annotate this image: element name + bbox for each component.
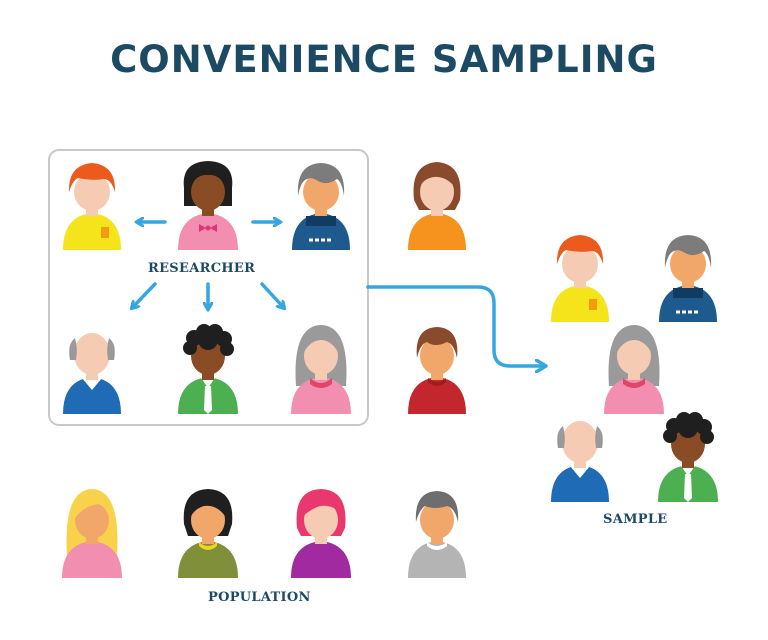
sample-person-grey-pink-icon <box>604 325 664 414</box>
person-grey-navy-icon <box>292 163 350 250</box>
sample-person-ginger-yellow-icon <box>551 235 609 322</box>
person-ginger-yellow-icon <box>63 163 121 250</box>
person-grey-lightgrey-icon <box>408 491 466 578</box>
sample-arrow <box>366 285 545 366</box>
researcher-arrows <box>132 222 284 309</box>
sample-person-bald-blue-icon <box>551 421 609 502</box>
person-pink-purple-icon <box>291 489 351 578</box>
arrow-down-right <box>260 282 284 308</box>
person-grey-pink-icon <box>291 325 351 414</box>
person-brown-orange-icon <box>408 162 466 250</box>
researcher-person-icon <box>178 161 238 250</box>
population-label: POPULATION <box>208 590 311 605</box>
sample-person-grey-navy-icon <box>659 235 717 322</box>
person-black-olive-icon <box>178 489 238 578</box>
sample-label: SAMPLE <box>603 512 668 527</box>
person-curly-green-icon <box>178 324 238 414</box>
researcher-label: RESEARCHER <box>148 261 256 276</box>
arrow-down-left <box>132 282 157 308</box>
sample-person-curly-green-icon <box>658 412 718 502</box>
page-title: CONVENIENCE SAMPLING <box>110 38 658 81</box>
person-brown-red-icon <box>408 327 466 414</box>
person-bald-blue-icon <box>63 333 121 414</box>
person-blonde-pink-icon <box>62 489 122 578</box>
